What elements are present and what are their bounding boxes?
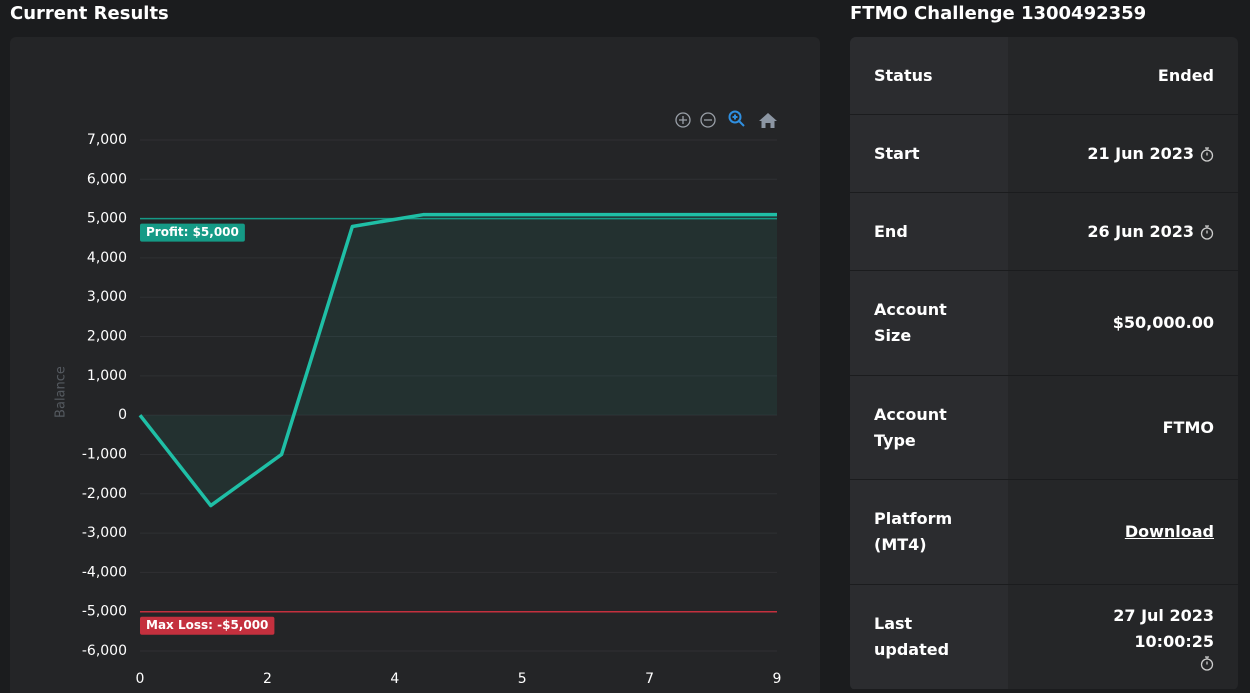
info-label: Status [850, 37, 1008, 114]
zoom-out-button[interactable] [700, 112, 716, 128]
info-table: Status Ended Start 21 Jun 2023 End 26 Jun 202… [850, 37, 1238, 690]
info-label: Start [850, 115, 1008, 192]
y-tick-label: -1,000 [82, 446, 127, 462]
download-link[interactable]: Download [1124, 522, 1214, 541]
y-tick-label: 7,000 [87, 132, 127, 148]
y-tick-label: -6,000 [82, 643, 127, 659]
chart-panel [10, 37, 820, 693]
y-tick-label: -2,000 [82, 486, 127, 502]
y-axis-label: Balance [54, 366, 69, 418]
stopwatch-icon [1200, 146, 1214, 162]
info-label: Account Type [850, 376, 1008, 479]
y-tick-label: -4,000 [82, 564, 127, 580]
x-tick-label: 0 [136, 671, 145, 687]
info-label: Account Size [850, 271, 1008, 375]
y-tick-label: 4,000 [87, 250, 127, 266]
annotation-label: Max Loss: -$5,000 [146, 618, 268, 632]
annotation: Max Loss: -$5,000 [140, 616, 275, 635]
info-label: Platform (MT4) [850, 480, 1008, 584]
info-row: Account Size $50,000.00 [850, 271, 1238, 376]
line [138, 212, 777, 508]
row-label: Account Size [874, 300, 947, 345]
info-value: Ended [1008, 37, 1238, 114]
row-label: End [874, 221, 908, 241]
y-tick-label: 0 [118, 407, 127, 423]
info-value: 27 Jul 2023 10:00:25 [1008, 585, 1238, 689]
row-value: 27 Jul 2023 10:00:25 [1113, 606, 1214, 651]
annotation-box [140, 616, 275, 635]
stopwatch-icon [1200, 656, 1214, 671]
info-row: Account Type FTMO [850, 376, 1238, 480]
info-row: End 26 Jun 2023 [850, 193, 1238, 271]
reset-button[interactable] [759, 113, 777, 128]
y-tick-label: 2,000 [87, 329, 127, 345]
section-title: Current Results [10, 3, 169, 24]
row-label: Status [874, 65, 933, 85]
row-label: Last updated [874, 614, 950, 659]
chart: Balance -6,000 -5,000 -4,000 -3,000 -2,000 -1… [10, 37, 820, 693]
row-label: Account Type [874, 404, 947, 450]
y-tick-label: 3,000 [87, 289, 127, 305]
annotation-box [140, 223, 245, 242]
x-tick-label: 5 [518, 671, 527, 687]
info-row: Last updated 27 Jul 2023 10:00:25 [850, 585, 1238, 690]
zoom-in-button[interactable] [675, 112, 691, 128]
x-tick-label: 2 [263, 671, 272, 687]
row-value: FTMO [1162, 417, 1214, 437]
x-tick-label: 9 [773, 671, 782, 687]
info-value: FTMO [1008, 376, 1238, 479]
annotation: Profit: $5,000 [140, 223, 245, 242]
y-tick-label: 1,000 [87, 368, 127, 384]
x-tick-label: 4 [390, 671, 399, 687]
zoom-select-button[interactable] [728, 110, 745, 127]
row-label: Start [874, 143, 920, 163]
annotation-label: Profit: $5,000 [146, 225, 239, 239]
info-value: Download [1008, 480, 1238, 584]
info-label: Last updated [850, 585, 1008, 689]
area [140, 214, 777, 506]
info-value: $50,000.00 [1008, 271, 1238, 375]
x-tick-label: 7 [645, 671, 654, 687]
info-row: Start 21 Jun 2023 [850, 115, 1238, 193]
y-tick-label: -5,000 [82, 604, 127, 620]
info-title: FTMO Challenge 1300492359 [850, 3, 1147, 24]
row-value: $50,000.00 [1112, 313, 1214, 332]
row-value: Ended [1157, 65, 1214, 85]
y-tick-label: 6,000 [87, 171, 127, 187]
y-tick-label: 5,000 [87, 211, 127, 227]
info-row: Platform (MT4) Download [850, 480, 1238, 585]
info-label: End [850, 193, 1008, 270]
info-row: Status Ended [850, 37, 1238, 115]
info-value: 21 Jun 2023 [1008, 115, 1238, 192]
row-value: 26 Jun 2023 [1087, 221, 1194, 241]
stopwatch-icon [1200, 224, 1214, 240]
info-value: 26 Jun 2023 [1008, 193, 1238, 270]
y-tick-label: -3,000 [82, 525, 127, 541]
row-label: Platform (MT4) [874, 509, 953, 554]
toolbar [675, 110, 777, 128]
row-value: 21 Jun 2023 [1087, 143, 1194, 163]
